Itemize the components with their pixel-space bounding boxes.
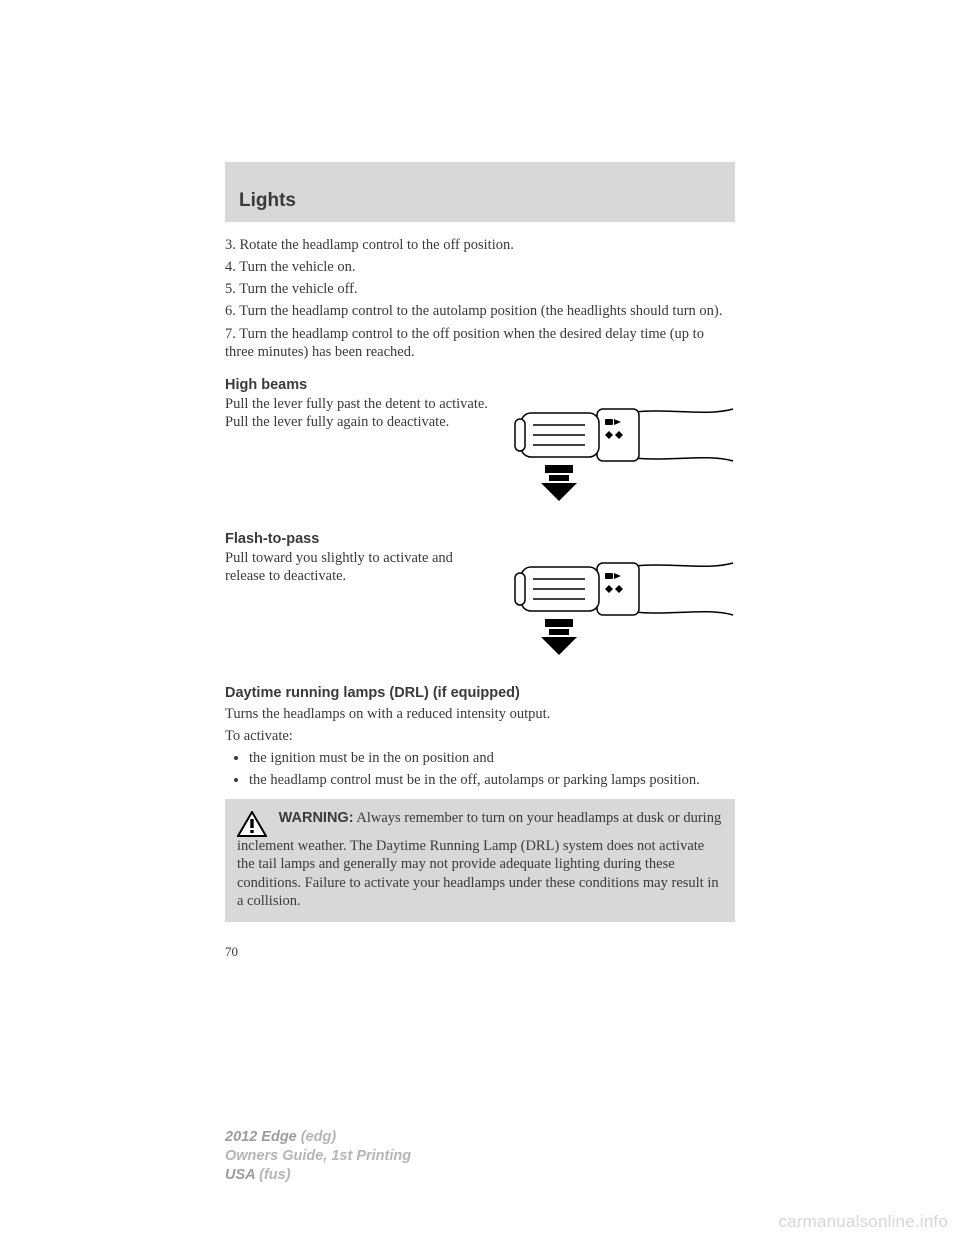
- step-4: 4. Turn the vehicle on.: [225, 258, 735, 276]
- warning-box: WARNING: Always remember to turn on your…: [225, 799, 735, 922]
- step-3: 3. Rotate the headlamp control to the of…: [225, 236, 735, 254]
- step-5: 5. Turn the vehicle off.: [225, 280, 735, 298]
- section-header: Lights: [225, 162, 735, 222]
- footer-model: 2012 Edge: [225, 1129, 297, 1145]
- footer-guide: Owners Guide, 1st Printing: [225, 1147, 411, 1166]
- footer-model-code: (edg): [301, 1129, 336, 1145]
- flash-to-pass-diagram: [505, 549, 735, 669]
- warning-label: WARNING:: [279, 810, 354, 826]
- down-arrow-icon: [541, 619, 577, 655]
- step-7: 7. Turn the headlamp control to the off …: [225, 325, 735, 361]
- lever-diagram-icon: [505, 395, 735, 515]
- step-6: 6. Turn the headlamp control to the auto…: [225, 302, 735, 320]
- high-beams-body: Pull the lever fully past the detent to …: [225, 395, 489, 431]
- high-beams-row: Pull the lever fully past the detent to …: [225, 395, 735, 515]
- footer-region: USA: [225, 1167, 255, 1183]
- footer: 2012 Edge (edg) Owners Guide, 1st Printi…: [225, 1128, 411, 1185]
- list-item: the ignition must be in the on position …: [249, 749, 735, 767]
- down-arrow-icon: [541, 465, 577, 501]
- high-beams-heading: High beams: [225, 377, 735, 393]
- flash-to-pass-heading: Flash-to-pass: [225, 531, 735, 547]
- watermark: carmanualsonline.info: [778, 1212, 948, 1232]
- drl-bullets: the ignition must be in the on position …: [225, 749, 735, 789]
- drl-heading: Daytime running lamps (DRL) (if equipped…: [225, 685, 735, 701]
- page-number: 70: [225, 944, 735, 960]
- section-title: Lights: [239, 190, 296, 211]
- footer-region-code: (fus): [259, 1167, 290, 1183]
- lever-diagram-icon: [505, 549, 735, 669]
- manual-page: Lights 3. Rotate the headlamp control to…: [225, 162, 735, 960]
- warning-triangle-icon: [237, 811, 267, 837]
- flash-to-pass-body: Pull toward you slightly to activate and…: [225, 549, 489, 585]
- flash-to-pass-row: Pull toward you slightly to activate and…: [225, 549, 735, 669]
- drl-activate-label: To activate:: [225, 727, 735, 745]
- drl-intro: Turns the headlamps on with a reduced in…: [225, 705, 735, 723]
- list-item: the headlamp control must be in the off,…: [249, 771, 735, 789]
- high-beams-diagram: [505, 395, 735, 515]
